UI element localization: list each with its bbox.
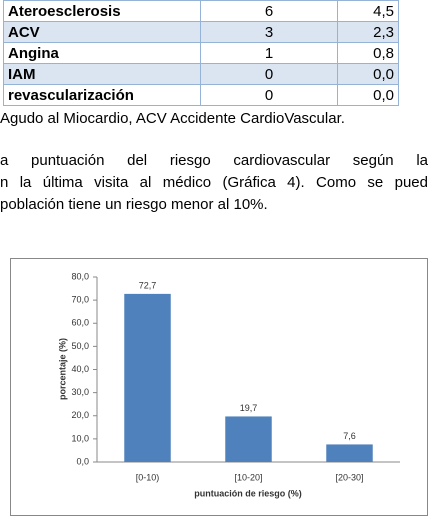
y-tick-label: 10,0 [71, 433, 89, 443]
cell: revascularización [3, 84, 201, 106]
x-tick-label: [0-10) [136, 472, 160, 482]
cell: 0 [200, 84, 338, 106]
table-row: revascularización 0 0,0 [3, 84, 399, 106]
bar [326, 444, 373, 462]
y-tick-label: 20,0 [71, 410, 89, 420]
y-tick-label: 80,0 [71, 271, 89, 281]
cell: 0,0 [337, 63, 399, 85]
cell: Angina [3, 42, 201, 64]
chart: porcentaje (%) puntuación de riesgo (%) … [10, 258, 428, 516]
cell: 0 [200, 63, 338, 85]
cell: ACV [3, 21, 201, 43]
x-tick-label: [20-30] [335, 472, 363, 482]
table-row: ACV 3 2,3 [3, 21, 399, 43]
data-label: 7,6 [343, 431, 356, 441]
table-row: IAM 0 0,0 [3, 63, 399, 85]
cell: 2,3 [337, 21, 399, 43]
cell: 3 [200, 21, 338, 43]
text-line: a puntuación del riesgo cardiovascular s… [0, 152, 428, 169]
data-label: 19,7 [240, 403, 258, 413]
data-label: 72,7 [139, 280, 157, 290]
cell: 0,8 [337, 42, 399, 64]
x-tick-label: [10-20] [234, 472, 262, 482]
y-tick-label: 70,0 [71, 295, 89, 305]
x-axis-title: puntuación de riesgo (%) [194, 488, 302, 498]
cell: 4,5 [337, 0, 399, 22]
y-tick-label: 30,0 [71, 387, 89, 397]
cell: 0,0 [337, 84, 399, 106]
bar [225, 416, 272, 462]
table-row: Angina 1 0,8 [3, 42, 399, 64]
paragraph: a puntuación del riesgo cardiovascular s… [0, 150, 428, 216]
text-line: población tiene un riesgo menor al 10%. [0, 196, 268, 213]
y-tick-label: 50,0 [71, 341, 89, 351]
y-tick-label: 60,0 [71, 318, 89, 328]
table-row: Ateroesclerosis 6 4,5 [3, 0, 399, 22]
cell: Ateroesclerosis [3, 0, 201, 22]
y-tick-label: 40,0 [71, 364, 89, 374]
y-tick-label: 0,0 [76, 456, 89, 466]
caption: Agudo al Miocardio, ACV Accidente Cardio… [0, 110, 345, 127]
cell: 6 [200, 0, 338, 22]
cell: 1 [200, 42, 338, 64]
chart-frame [10, 258, 428, 516]
bar [124, 293, 171, 462]
table: Ateroesclerosis 6 4,5 ACV 3 2,3 Angina 1 0,8 I… [3, 0, 399, 106]
y-axis-title: porcentaje (%) [57, 338, 67, 400]
text-line: n la última visita al médico (Gráfica 4)… [0, 174, 428, 191]
cell: IAM [3, 63, 201, 85]
